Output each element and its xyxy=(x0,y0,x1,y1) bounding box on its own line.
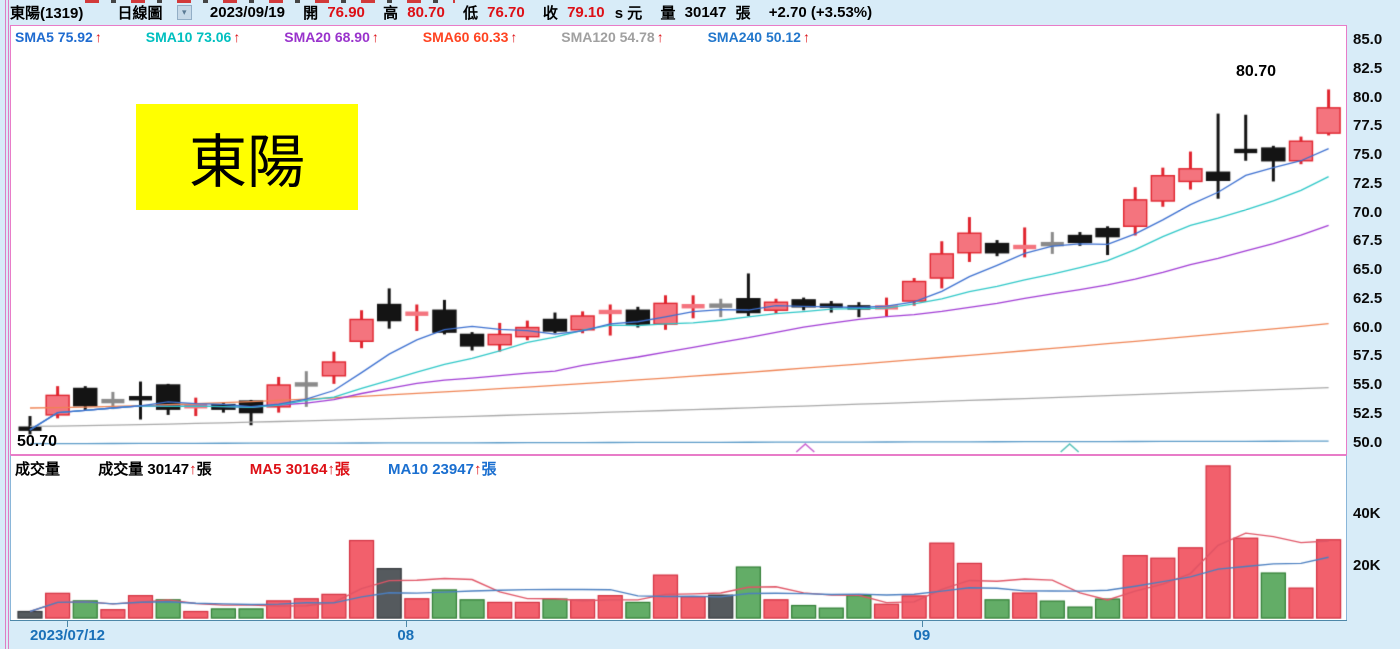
low-value: 76.70 xyxy=(487,4,525,21)
close-value: 79.10 xyxy=(567,4,605,21)
price-tick-label: 52.5 xyxy=(1353,404,1383,422)
up-arrow-icon: ↑ xyxy=(94,29,102,45)
volume-tick-label: 20K xyxy=(1353,557,1381,574)
price-tick-label: 50.0 xyxy=(1353,433,1383,451)
up-arrow-icon: ↑ xyxy=(327,461,335,478)
sma240-legend: SMA240 50.12 ↑ xyxy=(707,29,810,45)
volume-chart-canvas[interactable] xyxy=(11,456,1346,619)
volume-pane: 成交量 成交量 30147↑張 MA5 30164↑張 MA10 23947↑張 xyxy=(10,455,1347,620)
sma60-legend: SMA60 60.33 ↑ xyxy=(422,29,518,45)
price-tick-label: 82.5 xyxy=(1353,59,1383,77)
price-tick-label: 75.0 xyxy=(1353,146,1383,163)
left-border-stripe xyxy=(5,0,6,649)
sma120-legend: SMA120 54.78 ↑ xyxy=(561,29,664,45)
x-tick-mark xyxy=(405,621,407,627)
x-tick-label: 09 xyxy=(913,627,931,644)
price-tick-label: 67.5 xyxy=(1353,232,1383,250)
x-tick-mark xyxy=(67,621,69,627)
price-tick-label: 60.0 xyxy=(1353,318,1383,336)
change-value: +2.70 (+3.53%) xyxy=(768,4,873,21)
sma5-legend: SMA5 75.92 ↑ xyxy=(15,29,102,45)
open-value: 76.90 xyxy=(327,4,365,21)
volume-value-legend: 成交量 30147↑張 xyxy=(98,461,212,478)
price-tick-label: 57.5 xyxy=(1353,347,1383,365)
volume-ma5-legend: MA5 30164↑張 xyxy=(249,461,350,478)
price-tick-label: 62.5 xyxy=(1353,289,1383,307)
stock-title[interactable]: 東陽(1319) xyxy=(10,5,84,22)
unit-suffix: s 元 xyxy=(614,5,643,22)
up-arrow-icon: ↑ xyxy=(656,29,664,45)
volume-legend: 成交量 成交量 30147↑張 MA5 30164↑張 MA10 23947↑張 xyxy=(15,458,530,479)
x-axis: 2023/07/12 08 09 xyxy=(10,620,1347,649)
cropped-toolbar-remnant xyxy=(85,0,455,3)
open-label: 開 xyxy=(303,5,319,22)
price-tick-label: 80.0 xyxy=(1353,88,1383,106)
high-value: 80.70 xyxy=(407,4,445,21)
sma-legend: SMA5 75.92 ↑ SMA10 73.06 ↑ SMA20 68.90 ↑ SM… xyxy=(15,29,850,45)
dropdown-icon[interactable]: ▾ xyxy=(176,5,192,20)
volume-ma10-legend: MA10 23947↑張 xyxy=(388,461,497,478)
price-tick-label: 72.5 xyxy=(1353,174,1383,192)
low-annotation: 50.70 xyxy=(17,433,58,450)
price-tick-label: 65.0 xyxy=(1353,261,1383,278)
date-label: 2023/09/19 xyxy=(209,4,285,21)
header-bar: 東陽(1319) 日線圖 ▾ 2023/09/19 開 76.90 高 80.7… xyxy=(10,2,1400,24)
volume-label: 量 xyxy=(660,5,676,22)
up-arrow-icon: ↑ xyxy=(510,29,518,45)
price-tick-label: 77.5 xyxy=(1353,117,1383,135)
ticker-label: 東陽 xyxy=(136,104,358,210)
volume-unit: 張 xyxy=(735,5,751,22)
close-label: 收 xyxy=(542,5,558,22)
sma10-legend: SMA10 73.06 ↑ xyxy=(145,29,241,45)
volume-value: 30147 xyxy=(684,4,727,21)
price-chart-canvas[interactable] xyxy=(11,26,1346,454)
up-arrow-icon: ↑ xyxy=(802,29,810,45)
left-border-stripe xyxy=(8,0,9,649)
price-tick-label: 55.0 xyxy=(1353,376,1383,393)
volume-tick-label: 40K xyxy=(1353,505,1381,522)
sma20-legend: SMA20 68.90 ↑ xyxy=(284,29,379,45)
x-tick-mark xyxy=(921,621,923,627)
price-tick-label: 85.0 xyxy=(1353,31,1383,48)
up-arrow-icon: ↑ xyxy=(189,461,197,478)
high-annotation: 80.70 xyxy=(1236,63,1277,80)
high-label: 高 xyxy=(383,5,399,22)
x-tick-label: 08 xyxy=(397,627,415,644)
low-label: 低 xyxy=(462,5,478,22)
price-pane: SMA5 75.92 ↑ SMA10 73.06 ↑ SMA20 68.90 ↑ SM… xyxy=(10,25,1347,455)
x-tick-label: 2023/07/12 xyxy=(29,627,106,644)
up-arrow-icon: ↑ xyxy=(371,29,379,45)
chart-type-label: 日線圖 xyxy=(117,5,163,22)
up-arrow-icon: ↑ xyxy=(473,461,482,478)
volume-pane-title: 成交量 xyxy=(15,461,61,478)
up-arrow-icon: ↑ xyxy=(233,29,241,45)
price-tick-label: 70.0 xyxy=(1353,203,1383,221)
